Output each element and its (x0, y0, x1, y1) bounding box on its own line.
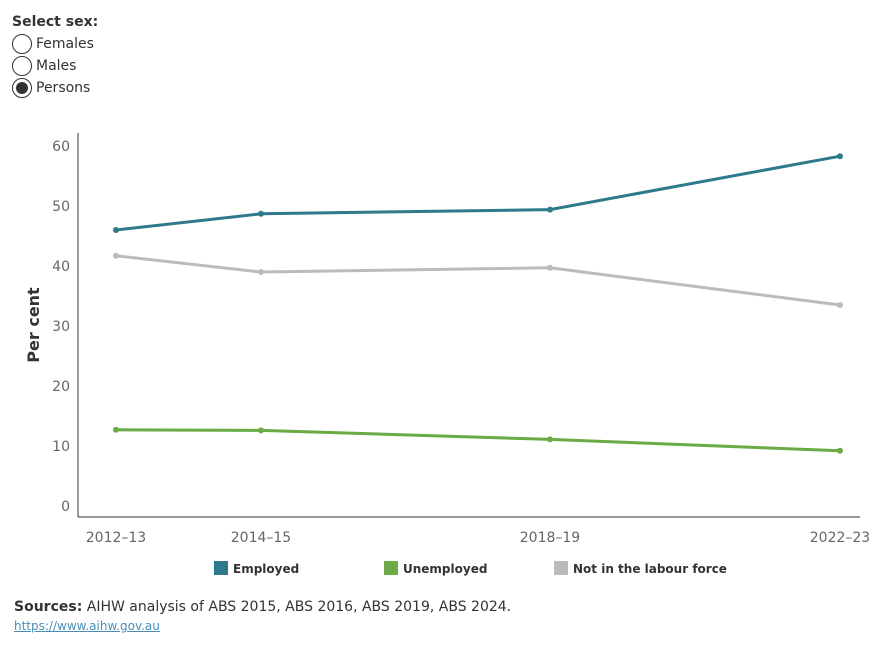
y-axis-label: Per cent (24, 287, 43, 363)
data-point-employed[interactable] (113, 227, 119, 233)
data-point-employed[interactable] (547, 206, 553, 213)
legend-swatch-employed (214, 561, 228, 575)
sex-filter: Select sex: Females Males Persons (12, 14, 98, 99)
y-tick-label: 50 (52, 199, 70, 215)
legend-label-unemployed: Unemployed (403, 562, 487, 576)
y-tick-label: 20 (52, 379, 70, 395)
data-point-employed[interactable] (837, 153, 843, 160)
chart-lines (113, 153, 843, 454)
x-tick-label: 2022–23 (810, 530, 870, 546)
radio-label-males: Males (36, 58, 77, 74)
data-point-not-in-the-labour-force[interactable] (258, 269, 264, 275)
radio-option-females[interactable]: Females (12, 33, 98, 55)
series-line-unemployed (115, 428, 841, 453)
radio-button-females[interactable] (12, 34, 32, 54)
filter-title: Select sex: (12, 14, 99, 30)
data-point-not-in-the-labour-force[interactable] (547, 264, 553, 271)
sources-label: Sources: (14, 599, 83, 615)
y-tick-label: 30 (52, 319, 70, 335)
legend-swatch-not-in-the-labour-force (554, 561, 568, 575)
line-chart: 0 10 20 30 40 50 60 2012–13 2014–15 2018–19 2022–2… (24, 133, 870, 576)
data-point-not-in-the-labour-force[interactable] (113, 252, 119, 259)
y-tick-label: 60 (52, 139, 70, 155)
legend-swatch-unemployed (384, 561, 398, 575)
radio-option-males[interactable]: Males (12, 55, 98, 77)
source-link[interactable]: https://www.aihw.gov.au (14, 619, 160, 633)
radio-option-persons[interactable]: Persons (12, 77, 98, 99)
y-tick-label: 10 (52, 439, 70, 455)
data-point-employed[interactable] (258, 210, 264, 217)
x-tick-label: 2018–19 (520, 530, 580, 546)
radio-label-persons: Persons (36, 80, 91, 96)
series-line-employed (115, 154, 841, 232)
data-point-unemployed[interactable] (837, 447, 843, 454)
data-point-unemployed[interactable] (258, 427, 264, 434)
radio-button-males[interactable] (12, 56, 32, 76)
legend-label-employed: Employed (233, 562, 299, 576)
data-point-unemployed[interactable] (547, 436, 553, 443)
y-tick-label: 0 (61, 499, 70, 515)
sources-text: AIHW analysis of ABS 2015, ABS 2016, ABS… (82, 599, 512, 615)
data-point-unemployed[interactable] (113, 426, 119, 433)
radio-label-females: Females (36, 36, 94, 52)
chart-legend: Employed Unemployed Not in the labour forc… (214, 561, 727, 576)
y-tick-label: 40 (52, 259, 70, 275)
footer: Sources: AIHW analysis of ABS 2015, ABS … (14, 599, 511, 633)
data-point-not-in-the-labour-force[interactable] (837, 302, 843, 308)
x-tick-label: 2014–15 (231, 530, 291, 546)
series-line-not-in-the-labour-force (115, 254, 841, 307)
legend-label-not-in-the-labour-force: Not in the labour force (573, 562, 727, 576)
radio-button-persons[interactable] (12, 78, 32, 98)
chart-axes: 0 10 20 30 40 50 60 2012–13 2014–15 2018–19 2022–2… (24, 133, 870, 546)
x-tick-label: 2012–13 (86, 530, 146, 546)
